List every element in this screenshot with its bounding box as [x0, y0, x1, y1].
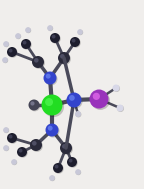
Circle shape — [34, 58, 39, 63]
Circle shape — [8, 48, 18, 58]
Circle shape — [55, 165, 58, 169]
Circle shape — [77, 29, 83, 35]
Circle shape — [9, 49, 13, 53]
Circle shape — [48, 126, 53, 131]
Circle shape — [44, 72, 57, 85]
Circle shape — [60, 54, 65, 59]
Circle shape — [43, 71, 56, 84]
Circle shape — [50, 33, 60, 43]
Circle shape — [16, 34, 21, 39]
Circle shape — [11, 159, 17, 165]
Circle shape — [68, 94, 83, 109]
Circle shape — [2, 57, 8, 63]
Circle shape — [61, 143, 73, 155]
Circle shape — [70, 37, 80, 47]
Circle shape — [49, 175, 55, 181]
Circle shape — [30, 101, 35, 105]
Circle shape — [7, 47, 17, 57]
Circle shape — [43, 96, 64, 117]
Circle shape — [93, 93, 100, 100]
Circle shape — [3, 58, 8, 63]
Circle shape — [23, 41, 26, 44]
Circle shape — [67, 157, 77, 167]
Circle shape — [59, 53, 71, 65]
Circle shape — [47, 25, 53, 31]
Circle shape — [12, 160, 17, 165]
Circle shape — [68, 158, 78, 168]
Circle shape — [29, 100, 40, 111]
Circle shape — [72, 39, 75, 43]
Circle shape — [45, 98, 53, 106]
Circle shape — [41, 94, 62, 115]
Circle shape — [50, 176, 55, 181]
Circle shape — [62, 144, 67, 149]
Circle shape — [116, 105, 124, 112]
Circle shape — [71, 38, 81, 48]
Circle shape — [53, 163, 63, 173]
Circle shape — [18, 148, 28, 158]
Circle shape — [19, 149, 22, 153]
Circle shape — [69, 159, 72, 163]
Circle shape — [22, 40, 32, 50]
Circle shape — [4, 42, 9, 47]
Circle shape — [117, 105, 124, 112]
Circle shape — [32, 56, 44, 68]
Circle shape — [33, 57, 45, 69]
Circle shape — [48, 26, 53, 31]
Circle shape — [67, 92, 82, 108]
Circle shape — [113, 85, 120, 92]
Circle shape — [46, 74, 51, 79]
Circle shape — [78, 30, 83, 35]
Circle shape — [26, 28, 31, 33]
Circle shape — [25, 27, 31, 33]
Circle shape — [9, 135, 13, 139]
Circle shape — [30, 139, 42, 151]
Circle shape — [75, 169, 81, 175]
Circle shape — [4, 128, 9, 133]
Circle shape — [21, 39, 31, 49]
Circle shape — [76, 170, 81, 175]
Circle shape — [47, 125, 59, 137]
Circle shape — [69, 95, 75, 101]
Circle shape — [54, 164, 64, 174]
Circle shape — [3, 127, 9, 133]
Circle shape — [75, 112, 82, 117]
Circle shape — [7, 133, 17, 143]
Circle shape — [90, 90, 108, 108]
Circle shape — [58, 52, 70, 64]
Circle shape — [29, 99, 39, 111]
Circle shape — [4, 146, 9, 151]
Circle shape — [3, 145, 9, 151]
Circle shape — [91, 91, 110, 110]
Circle shape — [3, 41, 9, 47]
Circle shape — [17, 147, 27, 157]
Circle shape — [15, 33, 21, 39]
Circle shape — [51, 34, 61, 44]
Circle shape — [32, 141, 37, 146]
Circle shape — [8, 134, 18, 144]
Circle shape — [31, 140, 43, 152]
Circle shape — [60, 142, 72, 154]
Circle shape — [75, 111, 81, 117]
Circle shape — [46, 123, 58, 136]
Circle shape — [112, 84, 120, 91]
Circle shape — [52, 35, 55, 39]
